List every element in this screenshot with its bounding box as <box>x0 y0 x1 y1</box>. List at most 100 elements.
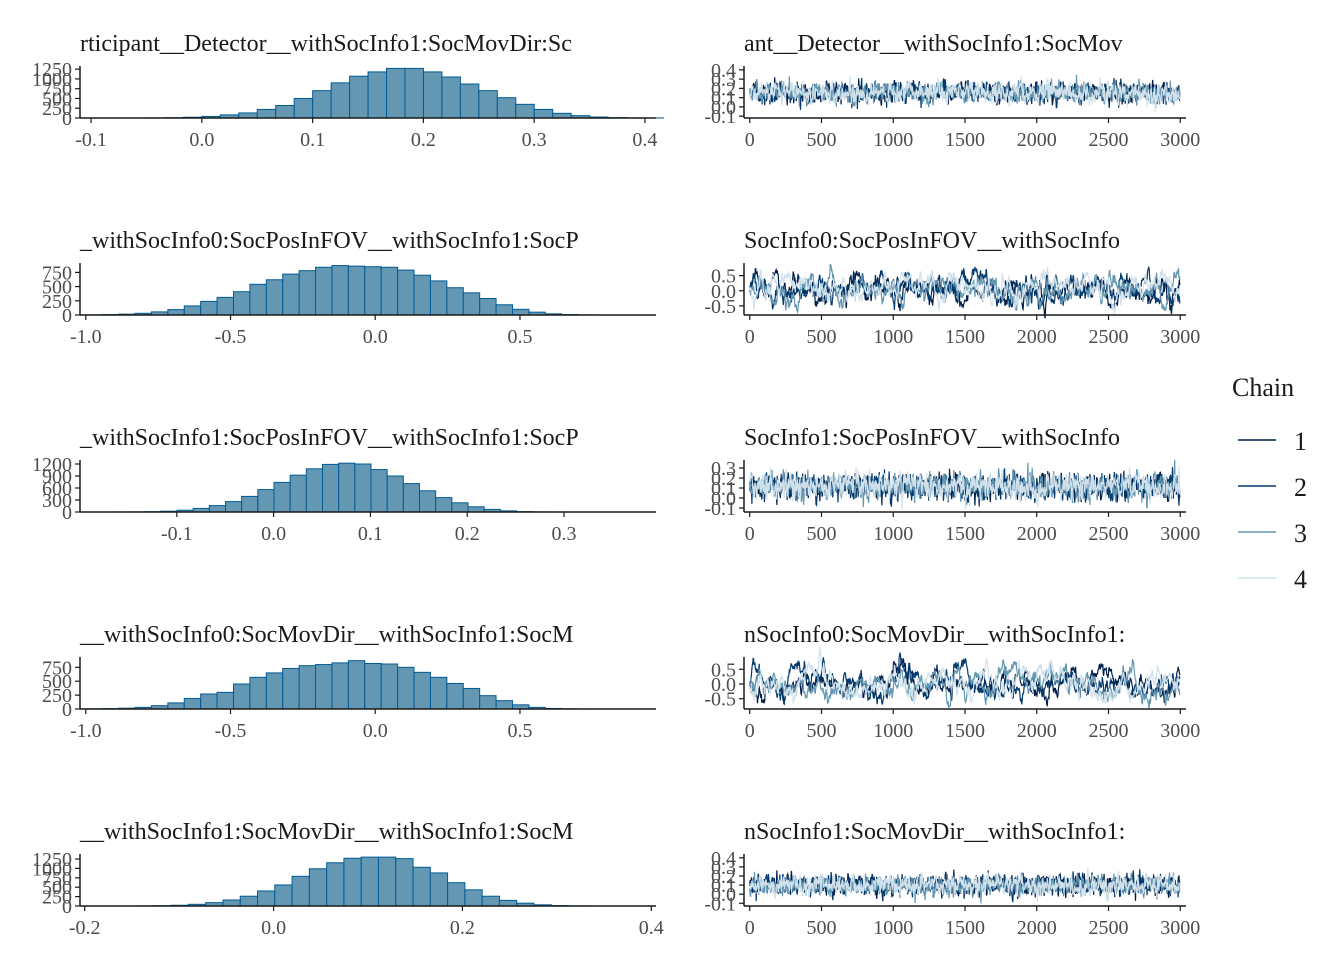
histogram-bar <box>299 666 315 709</box>
histogram-panel-5: __withSocInfo1:SocMovDir__withSocInfo1:S… <box>32 819 664 939</box>
histogram-bar <box>512 309 528 315</box>
histogram-bar <box>381 267 397 315</box>
histogram-bar <box>258 891 275 906</box>
y-tick-label: 0.4 <box>711 848 736 870</box>
x-tick-label: 2000 <box>1017 326 1057 348</box>
y-tick-label: 1250 <box>32 849 72 871</box>
legend-entry-4: 4 <box>1238 565 1307 594</box>
x-tick-label: 1000 <box>873 720 913 742</box>
histogram-bar <box>414 275 430 315</box>
chain-legend: Chain 1 2 3 4 <box>1232 373 1307 594</box>
histogram-bar <box>468 507 484 512</box>
histogram-bar <box>479 91 497 118</box>
x-tick-label: 0.1 <box>300 129 325 151</box>
histogram-bar <box>496 305 512 315</box>
histogram-bar <box>309 869 326 906</box>
x-tick-label: 2500 <box>1089 326 1129 348</box>
x-tick-label: 0.3 <box>522 129 547 151</box>
x-tick-label: 2000 <box>1017 917 1057 939</box>
histogram-bar <box>497 98 515 118</box>
legend-title: Chain <box>1232 373 1294 402</box>
histogram-bar <box>339 463 355 512</box>
histogram-bar <box>387 476 403 512</box>
x-tick-label: 1000 <box>873 326 913 348</box>
panels-group: rticipant__Detector__withSocInfo1:SocMov… <box>32 31 1200 939</box>
x-tick-label: 3000 <box>1160 720 1200 742</box>
histogram-panel-3: _withSocInfo1:SocPosInFOV__withSocInfo1:… <box>32 425 656 545</box>
histogram-bar <box>327 863 344 906</box>
histogram-bar <box>365 267 381 315</box>
x-tick-label: 2500 <box>1089 720 1129 742</box>
histogram-bar <box>233 292 249 315</box>
histogram-bar <box>201 694 217 709</box>
histogram-bar <box>299 271 315 315</box>
y-tick-label: 0.3 <box>711 458 736 480</box>
histogram-bar <box>316 267 332 315</box>
panel-title: _withSocInfo1:SocPosInFOV__withSocInfo1:… <box>79 425 579 451</box>
histogram-bar <box>430 677 446 709</box>
x-tick-label: -1.0 <box>70 326 102 348</box>
y-tick-label: 750 <box>42 262 72 284</box>
histogram-bar <box>480 299 496 315</box>
x-tick-label: -1.0 <box>70 720 102 742</box>
x-tick-label: 1000 <box>873 129 913 151</box>
histogram-bar <box>313 91 331 118</box>
histogram-bar <box>217 297 233 315</box>
histogram-bar <box>331 83 349 118</box>
histogram-bar <box>365 663 381 709</box>
x-tick-label: 2000 <box>1017 129 1057 151</box>
histogram-bar <box>233 684 249 709</box>
histogram-bar <box>323 464 339 512</box>
legend-label-4: 4 <box>1294 565 1307 594</box>
histogram-bar <box>378 857 395 906</box>
histogram-bar <box>398 270 414 315</box>
histogram-bar <box>371 470 387 512</box>
histogram-bar <box>348 661 364 709</box>
histogram-bar <box>442 77 460 118</box>
x-tick-label: -0.2 <box>69 917 101 939</box>
x-tick-label: -0.5 <box>215 326 247 348</box>
x-tick-label: 500 <box>806 326 836 348</box>
histogram-bar <box>257 109 275 118</box>
histogram-bar <box>463 688 479 709</box>
histogram-bar <box>344 858 361 906</box>
histogram-bar <box>436 498 452 512</box>
y-tick-label: 0.4 <box>711 60 736 82</box>
histogram-bar <box>465 890 482 906</box>
histogram-bar <box>499 900 516 906</box>
histogram-bar <box>332 663 348 709</box>
x-tick-label: 0.0 <box>261 523 286 545</box>
x-tick-label: 0 <box>745 720 755 742</box>
histogram-bar <box>423 72 441 118</box>
histogram-bar <box>283 274 299 315</box>
x-tick-label: 0.5 <box>507 720 532 742</box>
histogram-bar <box>460 84 478 118</box>
histogram-bar <box>413 867 430 906</box>
x-tick-label: 0.3 <box>552 523 577 545</box>
histogram-bar <box>258 490 274 512</box>
histogram-bar <box>266 673 282 709</box>
x-tick-label: 0.0 <box>363 720 388 742</box>
legend-entry-1: 1 <box>1238 427 1307 456</box>
histogram-bar <box>240 896 257 906</box>
x-tick-label: 500 <box>806 129 836 151</box>
y-tick-label: 0.5 <box>711 659 736 681</box>
histogram-panel-4: __withSocInfo0:SocMovDir__withSocInfo1:S… <box>42 622 656 742</box>
x-tick-label: 1500 <box>945 917 985 939</box>
histogram-bar <box>348 266 364 315</box>
histogram-bar <box>448 883 465 906</box>
x-tick-label: 3000 <box>1160 326 1200 348</box>
x-tick-label: 500 <box>806 720 836 742</box>
histogram-bar <box>482 896 499 906</box>
histogram-bar <box>275 885 292 906</box>
x-tick-label: 2000 <box>1017 523 1057 545</box>
histogram-bar <box>355 464 371 512</box>
histogram-panel-1: rticipant__Detector__withSocInfo1:SocMov… <box>32 31 663 151</box>
histogram-bar <box>250 677 266 709</box>
histogram-bar <box>430 281 446 315</box>
legend-entry-2: 2 <box>1238 473 1307 502</box>
